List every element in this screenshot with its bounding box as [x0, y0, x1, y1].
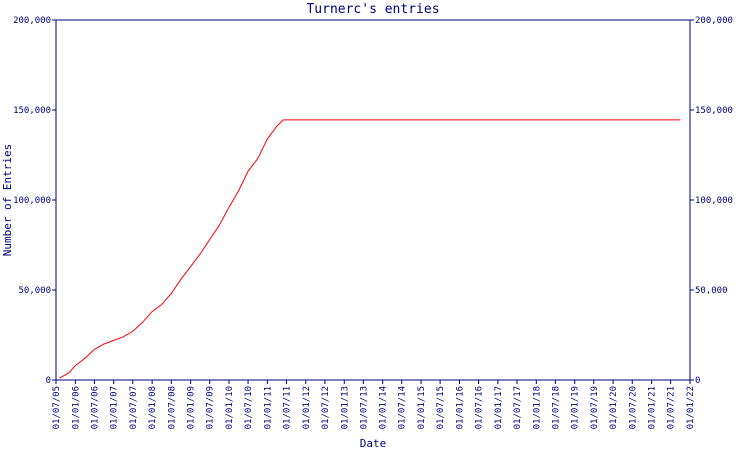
x-tick-label: 01/01/08	[148, 386, 158, 429]
x-tick-label: 01/07/07	[129, 386, 139, 429]
x-tick-label: 01/01/12	[302, 386, 312, 429]
x-tick-label: 01/01/17	[494, 386, 504, 429]
x-tick-label: 01/01/06	[71, 386, 81, 429]
x-tick-label: 01/01/10	[225, 386, 235, 429]
x-tick-label: 01/07/08	[167, 386, 177, 429]
y-tick-label-left: 150,000	[13, 106, 51, 116]
x-tick-label: 01/01/20	[609, 386, 619, 429]
y-axis-label: Number of Entries	[1, 144, 14, 257]
x-tick-label: 01/07/14	[398, 386, 408, 429]
x-tick-label: 01/01/07	[110, 386, 120, 429]
x-tick-label: 01/01/15	[417, 386, 427, 429]
y-tick-label-right: 50,000	[695, 286, 728, 296]
x-tick-label: 01/01/09	[187, 386, 197, 429]
x-tick-label: 01/01/13	[340, 386, 350, 429]
x-tick-label: 01/01/14	[379, 386, 389, 429]
x-tick-label: 01/07/18	[551, 386, 561, 429]
y-tick-label-right: 200,000	[695, 16, 733, 26]
x-tick-label: 01/01/11	[263, 386, 273, 429]
x-tick-label: 01/07/16	[475, 386, 485, 429]
x-tick-label: 01/01/21	[648, 386, 658, 429]
x-tick-label: 01/07/13	[359, 386, 369, 429]
x-tick-label: 01/07/06	[90, 386, 100, 429]
y-ticks-right: 0 50,000 100,000 150,000 200,000	[690, 16, 733, 386]
x-tick-label: 01/01/22	[686, 386, 696, 429]
x-tick-label: 01/07/21	[667, 386, 677, 429]
x-tick-label: 01/01/19	[571, 386, 581, 429]
x-ticks: 01/07/05 01/01/06 01/07/06 01/01/07 01/07/07…	[52, 380, 696, 429]
y-tick-label-left: 200,000	[13, 16, 51, 26]
y-tick-label-left: 100,000	[13, 196, 51, 206]
x-tick-label: 01/07/20	[628, 386, 638, 429]
plot-frame	[55, 19, 691, 381]
x-tick-label: 01/07/11	[282, 386, 292, 429]
x-tick-label: 01/07/17	[513, 386, 523, 429]
y-tick-label-left: 0	[46, 376, 51, 386]
x-tick-label: 01/07/15	[436, 386, 446, 429]
x-tick-label: 01/07/09	[206, 386, 216, 429]
y-ticks-left: 0 50,000 100,000 150,000 200,000	[13, 16, 56, 386]
x-tick-label: 01/07/10	[244, 386, 254, 429]
x-tick-label: 01/01/18	[532, 386, 542, 429]
x-axis-label: Date	[360, 437, 387, 450]
series-line-0	[59, 119, 681, 379]
x-tick-label: 01/01/16	[455, 386, 465, 429]
y-tick-label-right: 100,000	[695, 196, 733, 206]
x-tick-label: 01/07/05	[52, 386, 62, 429]
y-tick-label-right: 150,000	[695, 106, 733, 116]
y-tick-label-left: 50,000	[18, 286, 51, 296]
chart-title: Turnerc's entries	[306, 2, 439, 17]
series-layer	[59, 119, 681, 379]
x-tick-label: 01/07/12	[321, 386, 331, 429]
x-tick-label: 01/07/19	[590, 386, 600, 429]
y-tick-label-right: 0	[695, 376, 700, 386]
